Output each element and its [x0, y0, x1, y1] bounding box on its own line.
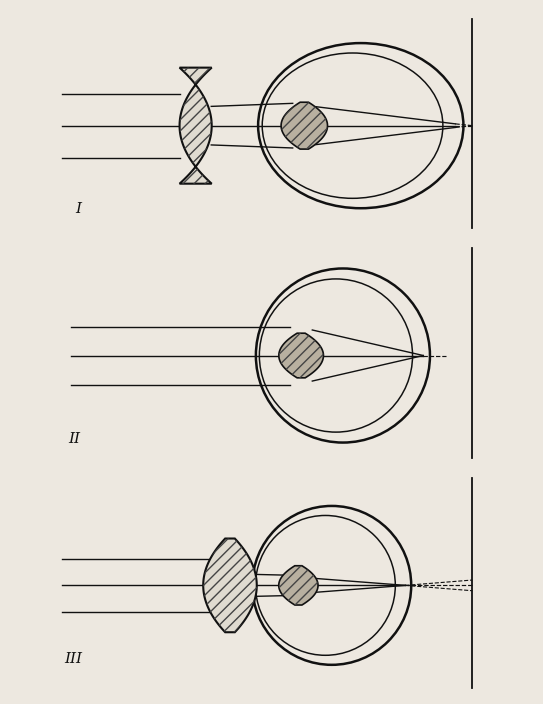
- Polygon shape: [279, 333, 324, 378]
- Polygon shape: [281, 102, 327, 149]
- Text: III: III: [64, 653, 82, 667]
- Polygon shape: [279, 566, 318, 605]
- Text: II: II: [68, 432, 80, 446]
- Text: I: I: [75, 201, 81, 215]
- Polygon shape: [203, 539, 257, 632]
- Polygon shape: [180, 68, 212, 184]
